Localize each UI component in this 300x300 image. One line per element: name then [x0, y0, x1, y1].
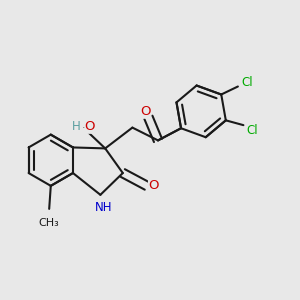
Text: Cl: Cl: [241, 76, 253, 88]
Text: O: O: [85, 121, 95, 134]
Text: Cl: Cl: [247, 124, 258, 137]
Text: O: O: [148, 179, 159, 192]
Text: -: -: [82, 122, 86, 132]
Text: H: H: [72, 121, 80, 134]
Text: NH: NH: [95, 201, 112, 214]
Text: O: O: [140, 105, 150, 118]
Text: CH₃: CH₃: [39, 218, 60, 229]
